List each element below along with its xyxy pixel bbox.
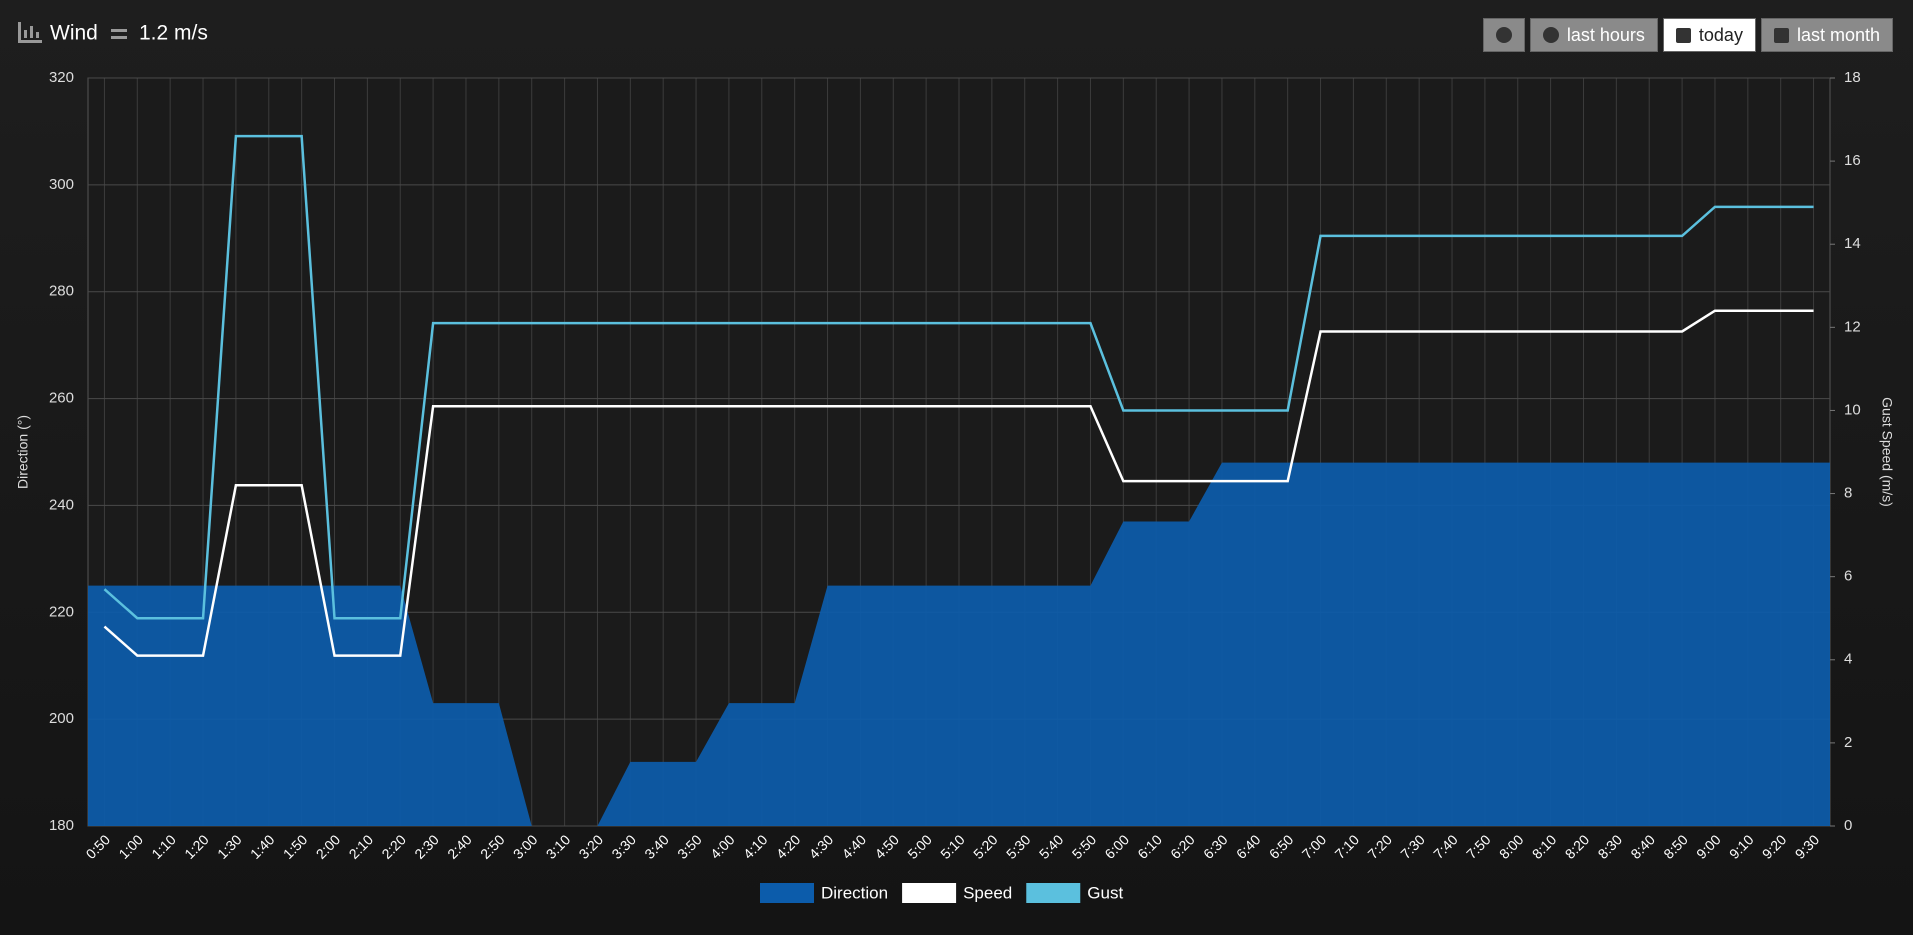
y2-axis-label: Gust Speed (m/s) <box>1879 397 1895 507</box>
y-tick-label: 260 <box>49 390 74 407</box>
y2-tick-label: 10 <box>1844 401 1861 418</box>
x-tick-label: 7:30 <box>1397 831 1428 862</box>
legend-swatch <box>760 883 814 903</box>
range-buttons: last hours today last month <box>1482 18 1893 52</box>
zoom-button[interactable] <box>1482 18 1525 52</box>
x-tick-label: 4:40 <box>839 831 870 862</box>
line <box>103 134 1814 620</box>
x-tick-label: 8:10 <box>1529 831 1560 862</box>
button-label: today <box>1698 24 1743 45</box>
x-tick-label: 3:30 <box>608 831 639 862</box>
x-tick-label: 2:20 <box>378 831 409 862</box>
current-value: 1.2 m/s <box>139 22 208 45</box>
x-tick-label: 4:20 <box>773 831 804 862</box>
x-tick-label: 7:10 <box>1332 831 1363 862</box>
line <box>103 309 1814 657</box>
x-tick-label: 3:00 <box>510 831 541 862</box>
x-tick-label: 1:00 <box>115 831 146 862</box>
x-tick-label: 6:30 <box>1200 831 1231 862</box>
y2-tick-label: 0 <box>1844 817 1852 834</box>
x-tick-label: 3:40 <box>641 831 672 862</box>
area <box>88 462 1830 826</box>
x-tick-label: 4:30 <box>806 831 837 862</box>
x-tick-label: 5:30 <box>1003 831 1034 862</box>
y2-tick-label: 14 <box>1844 235 1861 252</box>
x-tick-label: 3:10 <box>543 831 574 862</box>
x-tick-label: 9:30 <box>1792 831 1823 862</box>
x-tick-label: 5:40 <box>1036 831 1067 862</box>
x-tick-label: 2:40 <box>444 831 475 862</box>
y2-tick-label: 18 <box>1844 69 1861 86</box>
x-tick-label: 4:00 <box>707 831 738 862</box>
chart-icon <box>18 22 42 43</box>
x-tick-label: 9:20 <box>1759 831 1790 862</box>
y2-tick-label: 2 <box>1844 734 1852 751</box>
x-tick-label: 8:30 <box>1595 831 1626 862</box>
x-tick-label: 1:30 <box>214 831 245 862</box>
x-tick-label: 8:50 <box>1660 831 1691 862</box>
x-tick-label: 6:20 <box>1167 831 1198 862</box>
legend-label: Speed <box>963 883 1012 902</box>
x-tick-label: 1:40 <box>247 831 278 862</box>
x-tick-label: 8:20 <box>1562 831 1593 862</box>
range-button[interactable]: last month <box>1760 18 1893 52</box>
range-button[interactable]: today <box>1662 18 1756 52</box>
y2-tick-label: 16 <box>1844 152 1861 169</box>
equals-icon <box>111 29 127 39</box>
x-tick-label: 7:20 <box>1364 831 1395 862</box>
y-tick-label: 280 <box>49 283 74 300</box>
x-tick-label: 8:40 <box>1627 831 1658 862</box>
x-tick-label: 0:50 <box>83 831 114 862</box>
x-tick-label: 5:00 <box>904 831 935 862</box>
y2-tick-label: 4 <box>1844 651 1852 668</box>
x-tick-label: 5:10 <box>937 831 968 862</box>
y-tick-label: 320 <box>49 69 74 86</box>
x-tick-label: 7:00 <box>1299 831 1330 862</box>
x-tick-label: 2:10 <box>346 831 377 862</box>
legend-label: Direction <box>821 883 888 902</box>
x-tick-label: 9:00 <box>1693 831 1724 862</box>
button-label: last month <box>1796 24 1880 45</box>
x-tick-label: 6:10 <box>1134 831 1165 862</box>
x-tick-label: 2:50 <box>477 831 508 862</box>
x-tick-label: 6:00 <box>1101 831 1132 862</box>
x-tick-label: 3:20 <box>576 831 607 862</box>
x-tick-label: 5:50 <box>1069 831 1100 862</box>
y-tick-label: 220 <box>49 603 74 620</box>
y-tick-label: 240 <box>49 496 74 513</box>
x-tick-label: 3:50 <box>674 831 705 862</box>
legend-swatch <box>1026 883 1081 903</box>
x-tick-label: 1:20 <box>181 831 212 862</box>
widget-title: Wind <box>50 22 98 45</box>
y2-tick-label: 6 <box>1844 568 1852 585</box>
x-tick-label: 2:00 <box>313 831 344 862</box>
x-tick-label: 8:00 <box>1496 831 1527 862</box>
x-tick-label: 4:50 <box>871 831 902 862</box>
y-tick-label: 180 <box>49 817 74 834</box>
legend-swatch <box>902 883 957 903</box>
y-tick-label: 300 <box>49 176 74 193</box>
x-tick-label: 6:50 <box>1266 831 1297 862</box>
x-tick-label: 7:50 <box>1463 831 1494 862</box>
legend-label: Gust <box>1087 883 1123 902</box>
x-tick-label: 4:10 <box>740 831 771 862</box>
y-tick-label: 200 <box>49 710 74 727</box>
x-tick-label: 1:50 <box>280 831 311 862</box>
y-axis-label: Direction (°) <box>15 415 31 489</box>
range-button[interactable]: last hours <box>1529 18 1658 52</box>
x-tick-label: 9:10 <box>1726 831 1757 862</box>
x-tick-label: 5:20 <box>970 831 1001 862</box>
x-tick-label: 7:40 <box>1430 831 1461 862</box>
x-tick-label: 6:40 <box>1233 831 1264 862</box>
y2-tick-label: 12 <box>1844 318 1861 335</box>
x-tick-label: 1:10 <box>148 831 179 862</box>
button-label: last hours <box>1566 24 1645 45</box>
x-tick-label: 2:30 <box>411 831 442 862</box>
y2-tick-label: 8 <box>1844 485 1852 502</box>
